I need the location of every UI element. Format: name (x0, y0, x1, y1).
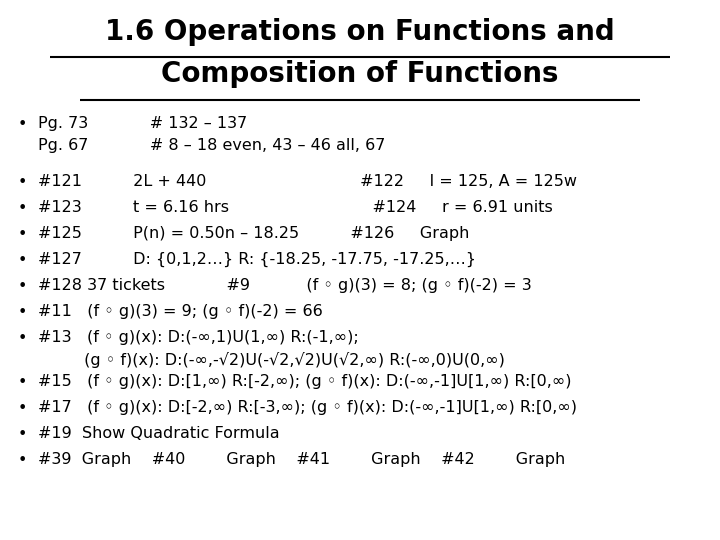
Text: #39  Graph    #40        Graph    #41        Graph    #42        Graph: #39 Graph #40 Graph #41 Graph #42 Graph (38, 452, 565, 467)
Text: •: • (17, 401, 27, 416)
Text: •: • (17, 253, 27, 268)
Text: •: • (17, 117, 27, 132)
Text: #128 37 tickets            #9           (f ◦ g)(3) = 8; (g ◦ f)(-2) = 3: #128 37 tickets #9 (f ◦ g)(3) = 8; (g ◦ … (38, 278, 532, 293)
Text: Pg. 67            # 8 – 18 even, 43 – 46 all, 67: Pg. 67 # 8 – 18 even, 43 – 46 all, 67 (38, 138, 385, 153)
Text: •: • (17, 279, 27, 294)
Text: #11   (f ◦ g)(3) = 9; (g ◦ f)(-2) = 66: #11 (f ◦ g)(3) = 9; (g ◦ f)(-2) = 66 (38, 304, 323, 319)
Text: (g ◦ f)(x): D:(-∞,-√2)U(-√2,√2)U(√2,∞) R:(-∞,0)U(0,∞): (g ◦ f)(x): D:(-∞,-√2)U(-√2,√2)U(√2,∞) R… (38, 352, 505, 368)
Text: •: • (17, 375, 27, 390)
Text: •: • (17, 453, 27, 468)
Text: #121          2L + 440                              #122     l = 125, A = 125w: #121 2L + 440 #122 l = 125, A = 125w (38, 174, 577, 189)
Text: #19  Show Quadratic Formula: #19 Show Quadratic Formula (38, 426, 279, 441)
Text: •: • (17, 331, 27, 346)
Text: •: • (17, 175, 27, 190)
Text: #13   (f ◦ g)(x): D:(-∞,1)U(1,∞) R:(-1,∞);: #13 (f ◦ g)(x): D:(-∞,1)U(1,∞) R:(-1,∞); (38, 330, 359, 345)
Text: #125          P(n) = 0.50n – 18.25          #126     Graph: #125 P(n) = 0.50n – 18.25 #126 Graph (38, 226, 469, 241)
Text: Composition of Functions: Composition of Functions (161, 60, 559, 88)
Text: Pg. 73            # 132 – 137: Pg. 73 # 132 – 137 (38, 116, 247, 131)
Text: #127          D: {0,1,2…} R: {-18.25, -17.75, -17.25,…}: #127 D: {0,1,2…} R: {-18.25, -17.75, -17… (38, 252, 476, 267)
Text: #123          t = 6.16 hrs                            #124     r = 6.91 units: #123 t = 6.16 hrs #124 r = 6.91 units (38, 200, 553, 215)
Text: •: • (17, 227, 27, 242)
Text: •: • (17, 201, 27, 216)
Text: 1.6 Operations on Functions and: 1.6 Operations on Functions and (105, 18, 615, 46)
Text: #15   (f ◦ g)(x): D:[1,∞) R:[-2,∞); (g ◦ f)(x): D:(-∞,-1]U[1,∞) R:[0,∞): #15 (f ◦ g)(x): D:[1,∞) R:[-2,∞); (g ◦ f… (38, 374, 572, 389)
Text: #17   (f ◦ g)(x): D:[-2,∞) R:[-3,∞); (g ◦ f)(x): D:(-∞,-1]U[1,∞) R:[0,∞): #17 (f ◦ g)(x): D:[-2,∞) R:[-3,∞); (g ◦ … (38, 400, 577, 415)
Text: •: • (17, 427, 27, 442)
Text: •: • (17, 305, 27, 320)
